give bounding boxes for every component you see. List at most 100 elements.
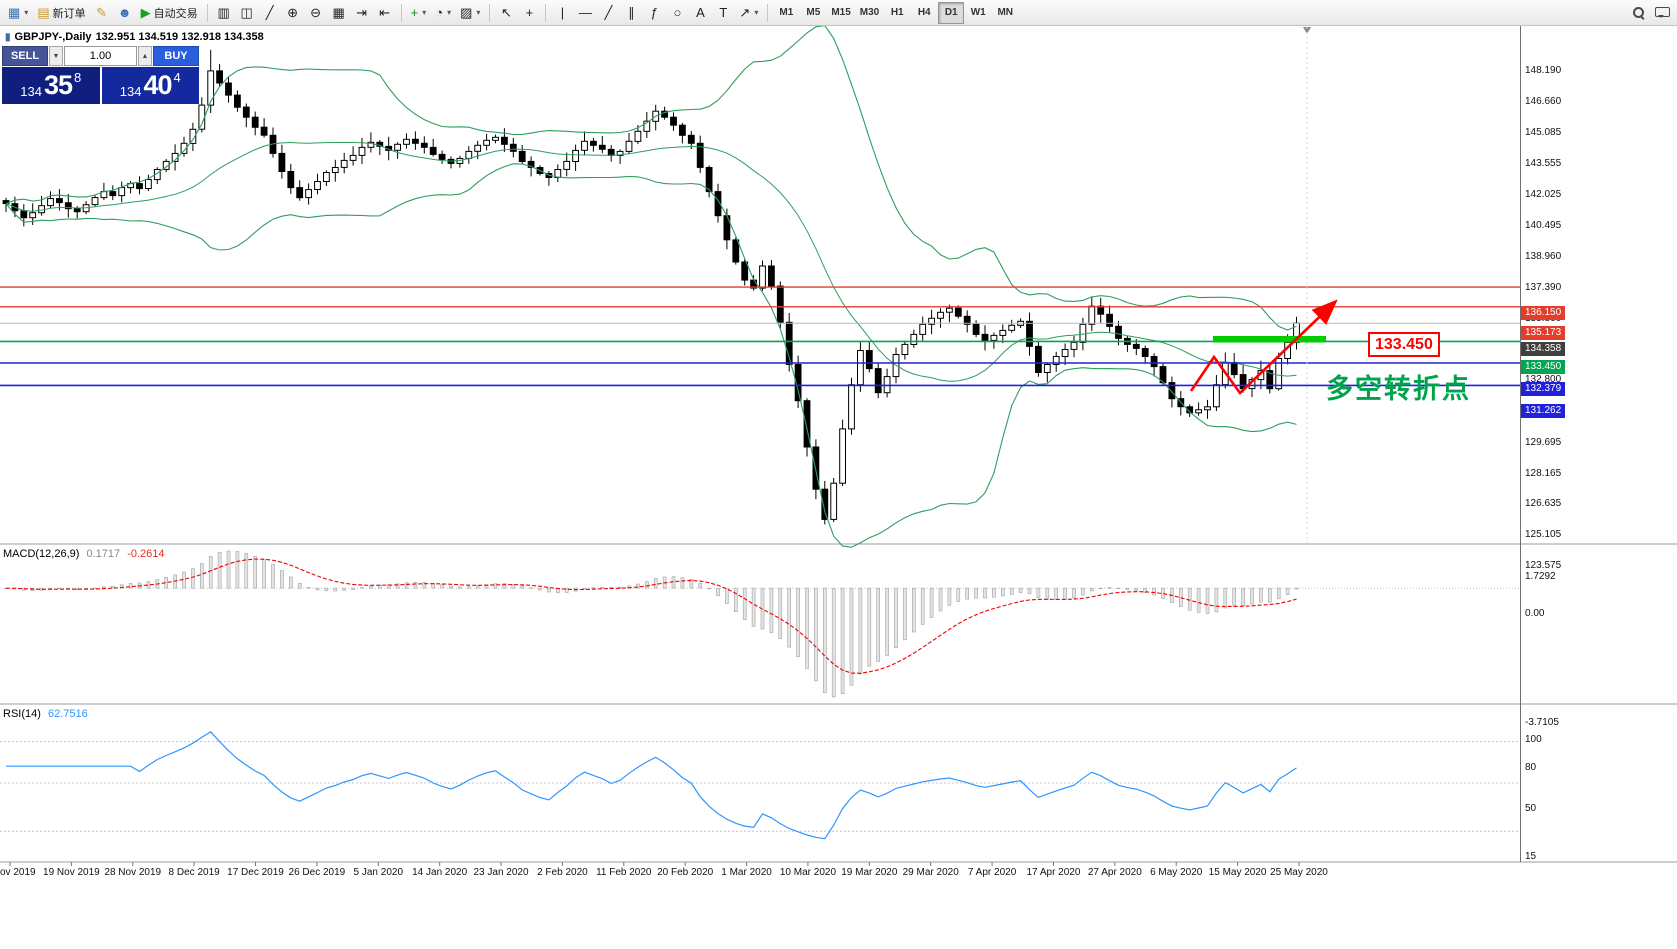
bar-chart-button[interactable]: ▥	[213, 2, 235, 24]
tile-windows-icon: ▦	[332, 5, 345, 20]
timeframe-m15-button[interactable]: M15	[827, 2, 854, 24]
candle-body	[937, 311, 944, 319]
timeframe-m30-button[interactable]: M30	[856, 2, 883, 24]
candle-body	[572, 149, 580, 163]
bollinger-upper-band	[5, 26, 1297, 331]
chart-shift-icon: ⇤	[379, 5, 391, 20]
volume-input[interactable]	[64, 46, 137, 66]
chat-button[interactable]	[1651, 2, 1673, 24]
candle-body	[198, 104, 206, 130]
horizontal-lines-layer[interactable]	[0, 286, 1520, 387]
periods-button[interactable]: ◔ ▾	[431, 2, 455, 24]
shapes-button[interactable]: ○	[666, 2, 688, 24]
candle-body	[349, 154, 357, 161]
candle-body	[474, 144, 482, 152]
candle-body	[465, 150, 473, 159]
timeframe-m5-button[interactable]: M5	[800, 2, 826, 24]
candle-body	[501, 136, 508, 145]
indicators-button[interactable]: + ▾	[407, 2, 431, 24]
new-order-icon: ▤	[37, 5, 50, 20]
toolbar-separator	[489, 3, 491, 22]
candle-body	[296, 187, 304, 199]
metaeditor-button[interactable]: ✎	[91, 2, 113, 24]
clock-icon: ◔	[435, 5, 444, 20]
toolbar-separator	[400, 3, 402, 22]
new-chart-button[interactable]: ▦ ▾	[4, 2, 32, 24]
candle-body	[946, 307, 953, 313]
channel-icon: ∥	[628, 5, 635, 20]
timeframe-m1-button[interactable]: M1	[773, 2, 799, 24]
search-button[interactable]	[1627, 2, 1649, 24]
candle-body	[242, 106, 250, 118]
candle-body	[1106, 313, 1113, 327]
new-order-button[interactable]: ▤ 新订单	[33, 2, 89, 24]
candle-body	[394, 143, 402, 151]
sell-price-box[interactable]: 134 35 8	[2, 67, 100, 104]
chart-window-icon: ▦	[8, 5, 21, 20]
bollinger-middle-band	[5, 141, 1297, 382]
buy-price-box[interactable]: 134 40 4	[101, 67, 199, 104]
candle-body	[251, 116, 259, 128]
timeframe-mn-button[interactable]: MN	[992, 2, 1018, 24]
timeframe-w1-button[interactable]: W1	[965, 2, 991, 24]
channel-button[interactable]: ∥	[620, 2, 642, 24]
label-icon: T	[719, 5, 728, 20]
candle-body	[1043, 364, 1051, 373]
candle-body	[687, 134, 695, 144]
zoom-out-button[interactable]: ⊖	[305, 2, 327, 24]
zoom-in-icon: ⊕	[287, 5, 299, 20]
trendline-button[interactable]: ╱	[597, 2, 619, 24]
tile-windows-button[interactable]: ▦	[328, 2, 350, 24]
indicators-plus-icon: +	[410, 5, 419, 20]
candle-body	[963, 315, 971, 325]
candle-body	[278, 152, 286, 173]
zoom-in-button[interactable]: ⊕	[282, 2, 304, 24]
candle-body	[1266, 370, 1274, 390]
one-click-trading-panel: SELL ▼ ▲ BUY 134 35 8 134 40 4	[2, 46, 199, 104]
candle-body	[732, 239, 740, 263]
candle-body	[314, 181, 321, 190]
cursor-button[interactable]: ↖	[495, 2, 517, 24]
crosshair-button[interactable]: +	[518, 2, 540, 24]
candle-body	[794, 364, 802, 402]
templates-button[interactable]: ▨ ▾	[456, 2, 484, 24]
candle-body	[634, 130, 642, 142]
chart-area: ▮ GBPJPY-,Daily 132.951 134.519 132.918 …	[0, 26, 1677, 949]
candle-body	[1168, 382, 1176, 400]
fibonacci-button[interactable]: ƒ	[643, 2, 665, 24]
horizontal-line-button[interactable]: —	[574, 2, 596, 24]
community-button[interactable]: ☻	[114, 2, 136, 24]
line-chart-button[interactable]: ╱	[259, 2, 281, 24]
timeframe-d1-button[interactable]: D1	[938, 1, 965, 24]
support-zone-segment[interactable]	[1213, 336, 1326, 343]
bar-chart-icon: ▥	[217, 5, 230, 20]
buy-button[interactable]: BUY	[153, 46, 199, 66]
candle-chart-button[interactable]: ◫	[236, 2, 258, 24]
autotrade-button[interactable]: ▶ 自动交易	[137, 2, 202, 24]
candle-body	[839, 428, 847, 484]
volume-decrease-button[interactable]: ▼	[49, 46, 63, 66]
sell-price-pip: 8	[74, 70, 82, 85]
timeframe-h1-button[interactable]: H1	[884, 2, 910, 24]
cursor-icon: ↖	[500, 5, 512, 20]
candle-body	[438, 153, 446, 160]
candle-body	[305, 189, 313, 199]
label-button[interactable]: T	[712, 2, 734, 24]
candle-body	[287, 171, 295, 189]
arrows-button[interactable]: ↗ ▾	[735, 2, 762, 24]
bollinger-lower-band	[5, 163, 1297, 548]
trend-zigzag-arrow[interactable]	[1189, 299, 1338, 395]
candle-body	[260, 126, 268, 136]
chart-shift-marker[interactable]	[1303, 27, 1311, 34]
candle-body	[234, 94, 241, 108]
sell-button[interactable]: SELL	[2, 46, 48, 66]
text-button[interactable]: A	[689, 2, 711, 24]
price-chart[interactable]	[0, 26, 1677, 949]
sell-price-big-digits: 35	[43, 70, 73, 100]
timeframe-h4-button[interactable]: H4	[911, 2, 937, 24]
vertical-line-button[interactable]: |	[551, 2, 573, 24]
chart-shift-button[interactable]: ⇤	[374, 2, 396, 24]
auto-scroll-button[interactable]: ⇥	[351, 2, 373, 24]
volume-increase-button[interactable]: ▲	[138, 46, 152, 66]
